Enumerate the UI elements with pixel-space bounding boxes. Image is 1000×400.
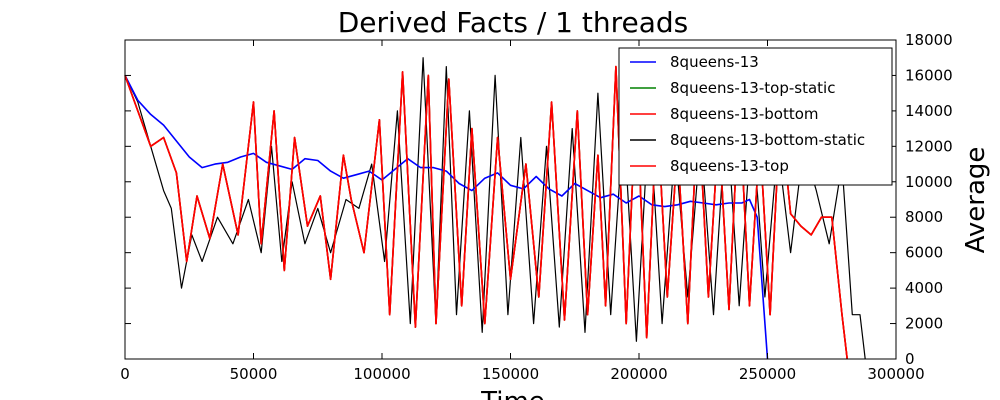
y-tick-label: 4000 <box>905 279 943 297</box>
x-tick-label: 300000 <box>867 365 924 383</box>
y-tick-label: 6000 <box>905 244 943 262</box>
legend-label: 8queens-13 <box>670 53 759 71</box>
y-axis-right: 0 2000 4000 6000 8000 10000 12000 14000 16000 180… <box>125 31 953 368</box>
y-tick-label: 10000 <box>905 173 953 191</box>
y-tick-label: 0 <box>905 350 915 368</box>
x-tick-label: 50000 <box>230 365 278 383</box>
x-axis: 0 50000 100000 150000 200000 250000 300000 <box>120 40 925 383</box>
legend-box <box>618 47 893 186</box>
x-tick-label: 0 <box>120 365 130 383</box>
y-tick-label: 14000 <box>905 102 953 120</box>
y-tick-label: 8000 <box>905 208 943 226</box>
x-tick-label: 150000 <box>482 365 539 383</box>
legend: 8queens-13 8queens-13-top-static 8queens-1… <box>618 47 893 186</box>
x-tick-label: 100000 <box>353 365 410 383</box>
chart-title: Derived Facts / 1 threads <box>338 6 689 39</box>
legend-label: 8queens-13-bottom-static <box>670 131 865 149</box>
y-tick-label: 16000 <box>905 66 953 84</box>
y-tick-label: 2000 <box>905 315 943 333</box>
x-axis-label: Time <box>480 387 545 400</box>
legend-label: 8queens-13-top <box>670 157 789 175</box>
x-tick-label: 200000 <box>610 365 667 383</box>
y-tick-label: 18000 <box>905 31 953 49</box>
legend-label: 8queens-13-bottom <box>670 105 819 123</box>
x-tick-label: 250000 <box>739 365 796 383</box>
y-tick-label: 12000 <box>905 137 953 155</box>
series-line-0 <box>124 75 769 360</box>
legend-label: 8queens-13-top-static <box>670 79 835 97</box>
y-axis-label: Average <box>961 147 991 254</box>
